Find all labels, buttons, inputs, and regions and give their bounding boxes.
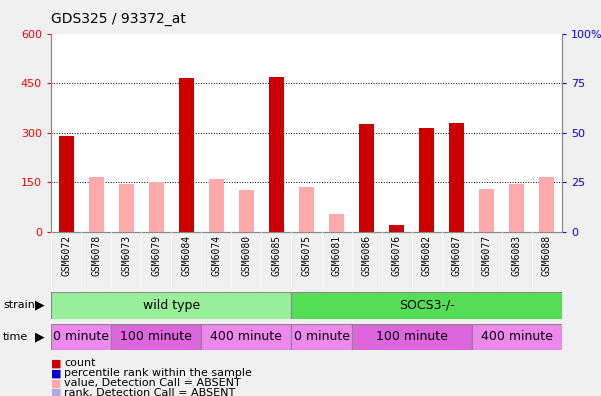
Text: SOCS3-/-: SOCS3-/- bbox=[399, 299, 454, 312]
Bar bbox=[119, 184, 133, 232]
Bar bbox=[352, 324, 472, 350]
Text: GSM6073: GSM6073 bbox=[121, 234, 131, 276]
Bar bbox=[450, 123, 465, 232]
Text: 400 minute: 400 minute bbox=[210, 331, 282, 343]
Bar bbox=[329, 213, 344, 232]
Text: ▶: ▶ bbox=[35, 331, 44, 343]
Bar bbox=[299, 187, 314, 232]
Bar bbox=[201, 324, 291, 350]
Text: GSM6076: GSM6076 bbox=[392, 234, 401, 276]
Bar bbox=[149, 182, 163, 232]
Text: GSM6078: GSM6078 bbox=[91, 234, 101, 276]
Text: GSM6088: GSM6088 bbox=[542, 234, 552, 276]
Bar bbox=[59, 136, 74, 232]
Bar bbox=[51, 324, 111, 350]
Text: ■: ■ bbox=[51, 368, 61, 378]
Text: GSM6085: GSM6085 bbox=[272, 234, 281, 276]
Bar bbox=[359, 124, 374, 232]
Text: ■: ■ bbox=[51, 358, 61, 368]
Bar bbox=[111, 324, 201, 350]
Text: GSM6079: GSM6079 bbox=[151, 234, 161, 276]
Bar bbox=[51, 292, 291, 319]
Bar bbox=[269, 76, 284, 232]
Bar bbox=[472, 324, 562, 350]
Text: GSM6072: GSM6072 bbox=[61, 234, 71, 276]
Bar bbox=[89, 177, 104, 232]
Text: GSM6081: GSM6081 bbox=[332, 234, 341, 276]
Text: GSM6086: GSM6086 bbox=[362, 234, 371, 276]
Text: 0 minute: 0 minute bbox=[53, 331, 109, 343]
Text: 400 minute: 400 minute bbox=[481, 331, 553, 343]
Text: 100 minute: 100 minute bbox=[120, 331, 192, 343]
Text: wild type: wild type bbox=[142, 299, 200, 312]
Text: GSM6074: GSM6074 bbox=[212, 234, 221, 276]
Text: GSM6087: GSM6087 bbox=[452, 234, 462, 276]
Bar bbox=[239, 190, 254, 232]
Text: 0 minute: 0 minute bbox=[293, 331, 350, 343]
Text: GSM6082: GSM6082 bbox=[422, 234, 432, 276]
Bar bbox=[480, 189, 495, 232]
Text: ▶: ▶ bbox=[35, 299, 44, 312]
Text: GSM6080: GSM6080 bbox=[242, 234, 251, 276]
Text: ■: ■ bbox=[51, 378, 61, 388]
Bar bbox=[291, 292, 562, 319]
Text: strain: strain bbox=[3, 300, 35, 310]
Bar bbox=[419, 128, 434, 232]
Bar bbox=[291, 324, 352, 350]
Text: percentile rank within the sample: percentile rank within the sample bbox=[64, 368, 252, 378]
Text: GSM6077: GSM6077 bbox=[482, 234, 492, 276]
Text: rank, Detection Call = ABSENT: rank, Detection Call = ABSENT bbox=[64, 388, 236, 396]
Text: time: time bbox=[3, 332, 28, 342]
Bar bbox=[389, 225, 404, 232]
Text: value, Detection Call = ABSENT: value, Detection Call = ABSENT bbox=[64, 378, 241, 388]
Text: 100 minute: 100 minute bbox=[376, 331, 448, 343]
Bar bbox=[510, 184, 525, 232]
Bar bbox=[209, 179, 224, 232]
Text: GSM6084: GSM6084 bbox=[182, 234, 191, 276]
Bar bbox=[540, 177, 555, 232]
Text: GDS325 / 93372_at: GDS325 / 93372_at bbox=[51, 12, 186, 26]
Text: GSM6083: GSM6083 bbox=[512, 234, 522, 276]
Text: count: count bbox=[64, 358, 96, 368]
Bar bbox=[179, 78, 194, 232]
Text: GSM6075: GSM6075 bbox=[302, 234, 311, 276]
Text: ■: ■ bbox=[51, 388, 61, 396]
